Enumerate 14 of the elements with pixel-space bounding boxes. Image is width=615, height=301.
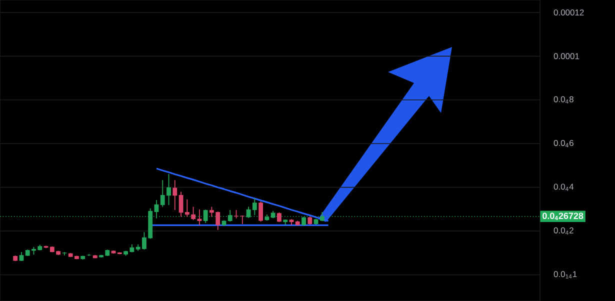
candlestick: [197, 208, 202, 226]
candlestick: [191, 206, 196, 221]
y-tick-label: 0.0$_{4}$6: [554, 140, 574, 148]
y-tick-label: 0.0$_{4}$2: [554, 227, 574, 235]
candlestick: [172, 180, 178, 211]
y-tick-label: 0.0$_{4}$8: [554, 96, 574, 104]
y-tick-label: 0.0$_{14}$1: [554, 271, 577, 278]
y-tick-label: 0.0001: [554, 53, 580, 60]
candlestick: [258, 201, 264, 222]
candlestick: [277, 212, 282, 223]
candlestick: [184, 198, 190, 218]
y-tick-label: 0.0$_{4}$4: [554, 184, 574, 191]
ref-line-label: 0.0$_{4}$26728: [542, 212, 584, 220]
y-tick-label: 0.00012: [554, 9, 584, 16]
